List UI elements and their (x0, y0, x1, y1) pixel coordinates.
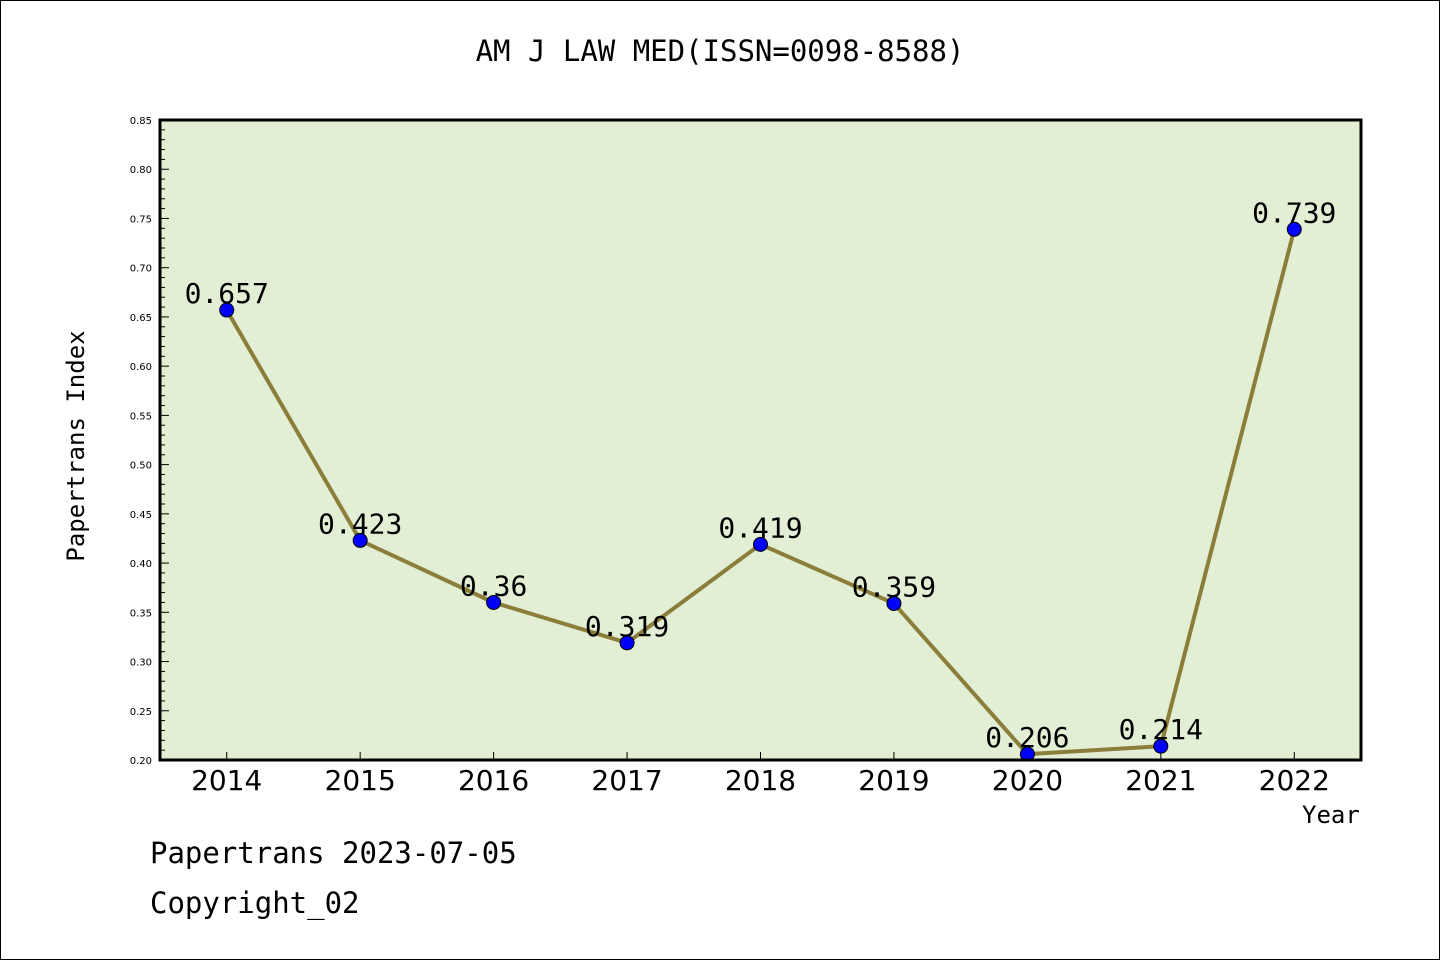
plot-area (160, 120, 1361, 760)
data-label: 0.657 (185, 277, 269, 310)
data-label: 0.359 (852, 570, 936, 603)
data-point (1286, 221, 1302, 237)
data-point (753, 536, 768, 552)
footer-copyright: Copyright_02 (150, 886, 360, 920)
y-tick-label: 0.20 (130, 756, 152, 767)
x-axis-label: Year (1302, 801, 1360, 829)
plot-border (158, 118, 1363, 762)
y-tick-label: 0.60 (130, 362, 152, 373)
data-label: 0.36 (460, 569, 527, 602)
series-group: 0.657 0.423 0.36 0.319 0.419 0.359 0.206 0.214 0… (185, 196, 1336, 762)
y-tick-label: 0.30 (130, 658, 152, 669)
y-tick-label: 0.80 (130, 165, 152, 176)
y-tick-label: 0.65 (130, 313, 152, 324)
footer-date: Papertrans 2023-07-05 (150, 836, 517, 870)
y-axis-ticks: 0.20 0.25 0.30 0.35 0.40 0.45 0.50 0.55 0.60 0.65… (130, 116, 169, 767)
data-point (619, 635, 635, 651)
y-tick-label: 0.75 (130, 214, 152, 225)
data-label: 0.319 (585, 610, 669, 643)
data-label: 0.739 (1252, 196, 1336, 229)
x-tick-label: 2014 (191, 764, 262, 797)
data-point (219, 302, 235, 318)
x-tick-label: 2018 (725, 764, 796, 797)
y-tick-label: 0.45 (130, 510, 152, 521)
y-tick-label: 0.40 (130, 559, 152, 570)
data-label: 0.419 (718, 511, 802, 544)
x-tick-label: 2017 (591, 764, 662, 797)
data-point (486, 594, 502, 610)
y-tick-label: 0.70 (130, 264, 152, 275)
x-tick-label: 2021 (1125, 764, 1196, 797)
data-label: 0.206 (985, 721, 1069, 754)
x-tick-label: 2016 (458, 764, 529, 797)
data-point (352, 532, 368, 548)
x-tick-label: 2022 (1259, 764, 1330, 797)
chart-title: AM J LAW MED(ISSN=0098-8588) (475, 34, 965, 68)
x-tick-label: 2020 (992, 764, 1063, 797)
data-label: 0.423 (318, 507, 402, 540)
x-axis-ticks: 2014 2015 2016 2017 2018 2019 2020 2021 2022 (191, 752, 1330, 797)
x-tick-label: 2015 (325, 764, 396, 797)
data-point (886, 595, 902, 611)
x-tick-label: 2019 (858, 764, 929, 797)
y-tick-label: 0.85 (130, 116, 152, 127)
y-tick-label: 0.25 (130, 707, 152, 718)
y-tick-label: 0.55 (130, 411, 152, 422)
y-tick-label: 0.35 (130, 608, 152, 619)
y-tick-label: 0.50 (130, 461, 152, 472)
data-point (1153, 738, 1169, 754)
data-label: 0.214 (1119, 713, 1203, 746)
